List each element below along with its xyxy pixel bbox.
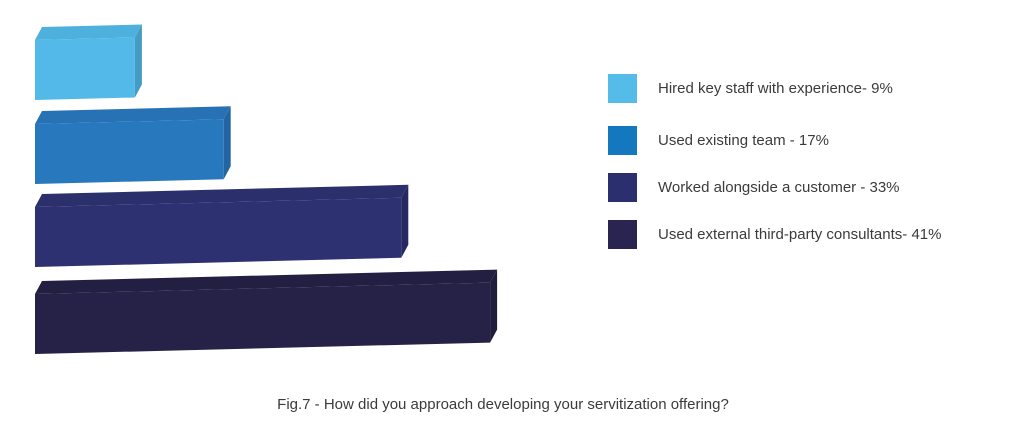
legend-item: Used existing team - 17%: [608, 126, 829, 155]
bar-1-front-face: [35, 119, 224, 184]
bar-3-front-face: [35, 282, 491, 354]
legend-swatch: [608, 126, 637, 155]
bar-2-front-face: [35, 197, 402, 267]
legend-label: Worked alongside a customer - 33%: [658, 179, 900, 196]
bar-3-side-face: [490, 269, 498, 343]
legend-label: Used external third-party consultants- 4…: [658, 226, 942, 243]
legend-item: Used external third-party consultants- 4…: [608, 220, 941, 249]
bar-0-side-face: [134, 24, 142, 98]
figure-caption: Fig.7 - How did you approach developing …: [277, 396, 729, 413]
legend-label: Used existing team - 17%: [658, 132, 829, 149]
bar-3-top-face: [35, 269, 498, 294]
legend-item: Worked alongside a customer - 33%: [608, 173, 900, 202]
legend-item: Hired key staff with experience- 9%: [608, 74, 893, 103]
bar-1-side-face: [223, 106, 231, 180]
bar-2-side-face: [401, 184, 409, 258]
legend-swatch: [608, 173, 637, 202]
legend-label: Hired key staff with experience- 9%: [658, 80, 893, 97]
legend-swatch: [608, 74, 637, 103]
bar-0-top-face: [35, 24, 142, 40]
bar-0-front-face: [35, 37, 135, 100]
bar-2-top-face: [35, 184, 409, 207]
bar-1-top-face: [35, 106, 231, 124]
legend-swatch: [608, 220, 637, 249]
